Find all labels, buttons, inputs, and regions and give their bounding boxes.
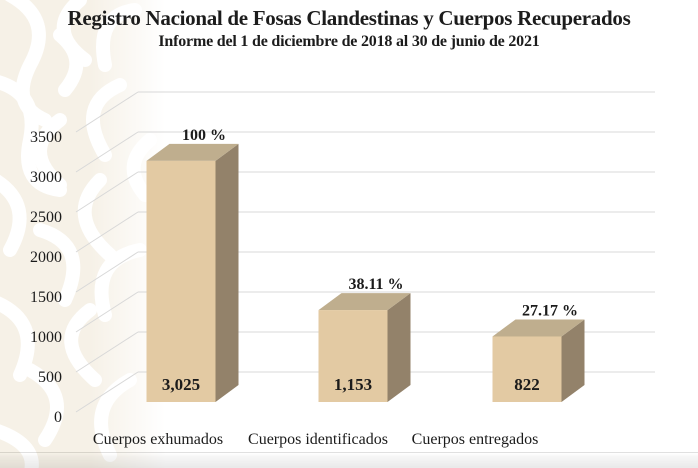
bar	[492, 336, 562, 402]
gridline-depth-stub	[75, 131, 139, 173]
footer-shadow-band	[0, 452, 698, 468]
chart-header: Registro Nacional de Fosas Clandestinas …	[0, 0, 698, 51]
gridline-depth-stub	[75, 331, 139, 373]
gridline-depth-stub	[75, 91, 139, 133]
bar-side-face	[561, 319, 585, 402]
bar-value-label: 822	[514, 375, 540, 394]
watermark-swirl	[33, 223, 81, 307]
gridline-depth-stub	[75, 251, 139, 293]
y-axis-tick-label: 3000	[30, 169, 62, 186]
watermark-swirl	[33, 113, 67, 192]
gridline-depth-stub	[75, 291, 139, 333]
category-label: Cuerpos exhumados	[93, 431, 223, 448]
y-axis-tick-label: 3500	[30, 129, 62, 146]
bar-value-label: 3,025	[162, 375, 200, 394]
y-axis-tick-label: 2000	[30, 249, 62, 266]
watermark-swirl	[64, 303, 102, 387]
gridline-depth-stub	[75, 171, 139, 213]
y-axis-tick-label: 1500	[30, 289, 62, 306]
page-subtitle: Informe del 1 de diciembre de 2018 al 30…	[158, 33, 540, 51]
category-label: Cuerpos entregados	[412, 431, 539, 448]
watermark-swirl	[23, 363, 64, 447]
watermark-swirl	[0, 174, 27, 257]
y-axis-tick-label: 0	[54, 409, 62, 426]
bar-percent-label: 27.17 %	[522, 302, 578, 319]
gridline-depth-stub	[75, 211, 139, 253]
watermark-swirl	[0, 424, 39, 468]
bar-top-face	[492, 319, 585, 337]
watermark-swirl	[53, 28, 84, 97]
watermark-swirl	[0, 296, 35, 382]
watermark-swirl	[0, 75, 67, 197]
page-title: Registro Nacional de Fosas Clandestinas …	[67, 6, 631, 30]
bar-value-label: 1,153	[334, 375, 372, 394]
bar-percent-label: 100 %	[182, 127, 226, 144]
y-axis-tick-label: 2500	[30, 209, 62, 226]
gridline-depth-stub	[75, 371, 139, 413]
bar	[318, 310, 388, 402]
bar-side-face	[215, 143, 239, 402]
bar-top-face	[146, 143, 239, 161]
bar-percent-label: 38.11 %	[348, 276, 403, 293]
y-axis-tick-label: 500	[38, 369, 62, 386]
y-axis-tick-label: 1000	[30, 329, 62, 346]
bar-top-face	[318, 293, 411, 311]
category-label: Cuerpos identificados	[248, 431, 388, 448]
bar-side-face	[387, 293, 411, 402]
bar	[146, 160, 216, 402]
